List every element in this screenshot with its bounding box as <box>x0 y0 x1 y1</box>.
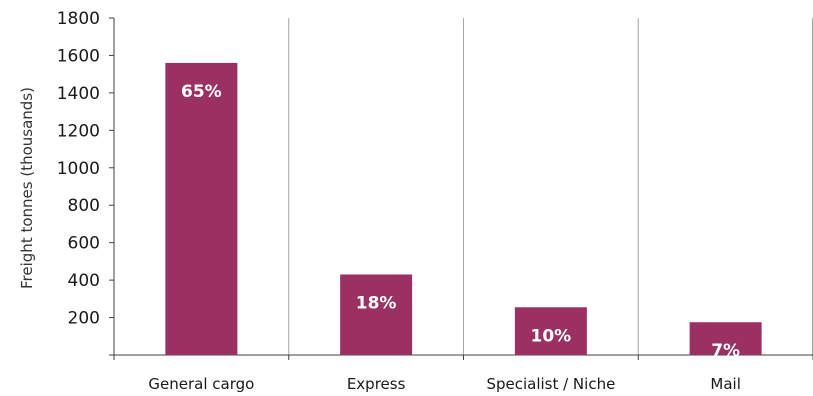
bars <box>165 62 762 355</box>
bar <box>689 322 762 355</box>
y-tick-label: 1000 <box>57 159 100 179</box>
data-label: 10% <box>531 326 572 346</box>
y-tick-label: 800 <box>68 196 100 216</box>
bar <box>340 274 413 355</box>
data-label: 18% <box>356 293 397 313</box>
x-tick-label: Mail <box>710 375 740 393</box>
y-tick-label: 1200 <box>57 121 100 141</box>
data-label: 7% <box>711 341 740 361</box>
x-tick-label: Specialist / Niche <box>486 375 615 393</box>
y-tick-label: 1400 <box>57 84 100 104</box>
bar <box>165 62 238 355</box>
bar <box>514 307 587 355</box>
y-tick-label: 1600 <box>57 46 100 66</box>
x-tick-label: General cargo <box>148 375 254 393</box>
labels: 200 400 600 800 1000 1200 1400 1600 1800 General … <box>57 9 741 393</box>
y-tick-label: 600 <box>68 234 100 254</box>
y-axis-title: Freight tonnes (thousands) <box>18 87 36 289</box>
y-tick-label: 1800 <box>57 9 100 29</box>
y-tick-label: 200 <box>68 309 100 329</box>
x-tick-label: Express <box>347 375 406 393</box>
y-tick-label: 400 <box>68 271 100 291</box>
data-label: 65% <box>181 82 222 102</box>
